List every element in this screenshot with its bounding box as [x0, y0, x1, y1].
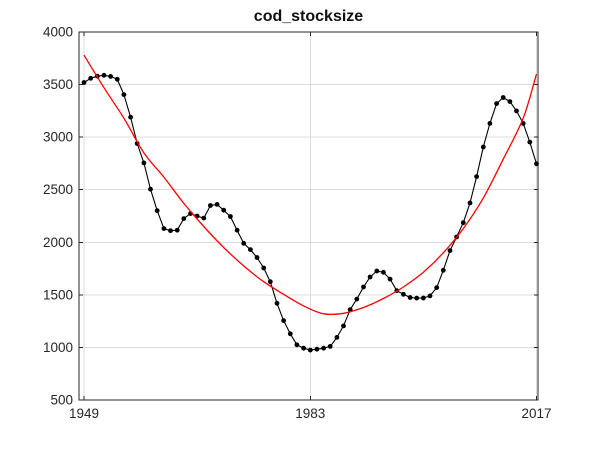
- data-point: [161, 226, 167, 232]
- data-point: [361, 284, 366, 290]
- data-point: [81, 80, 87, 85]
- data-point: [354, 296, 360, 302]
- y-tick-label-1500: 1500: [43, 287, 73, 302]
- data-point: [301, 345, 306, 351]
- data-point: [267, 279, 273, 285]
- data-point: [460, 220, 466, 226]
- data-point: [514, 108, 519, 114]
- axis-layer: [78, 31, 539, 401]
- data-point: [168, 228, 173, 234]
- data-point: [381, 269, 386, 275]
- data-point: [221, 207, 227, 213]
- data-point: [181, 216, 187, 222]
- data-point: [534, 161, 539, 167]
- data-point: [414, 295, 420, 301]
- data-point: [401, 291, 406, 297]
- data-point: [494, 101, 499, 106]
- data-point: [294, 342, 300, 348]
- data-point: [287, 331, 293, 337]
- data-point: [141, 160, 147, 166]
- data-series-layer: [81, 54, 539, 353]
- data-point: [447, 248, 453, 254]
- data-point: [274, 300, 280, 306]
- data-point: [174, 227, 180, 233]
- data-point: [108, 74, 113, 79]
- data-point: [307, 347, 313, 353]
- grid-layer: [79, 32, 538, 400]
- data-point: [487, 121, 493, 126]
- data-point: [148, 186, 153, 192]
- data-point: [434, 285, 440, 290]
- data-point: [314, 346, 320, 352]
- data-point: [128, 114, 134, 120]
- data-point: [427, 293, 433, 299]
- data-point: [474, 174, 479, 180]
- chart-title: cod_stocksize: [254, 8, 363, 25]
- data-point: [527, 139, 533, 145]
- data-point: [241, 240, 247, 246]
- data-point: [440, 267, 446, 273]
- fit-curve-line: [83, 54, 538, 316]
- y-tick-label-3500: 3500: [43, 77, 73, 92]
- y-tick-label-500: 500: [50, 393, 73, 408]
- data-point: [214, 202, 220, 207]
- data-point: [88, 75, 94, 81]
- data-point: [121, 92, 127, 97]
- data-point: [208, 203, 213, 208]
- data-point: [507, 99, 513, 104]
- data-point: [114, 76, 120, 82]
- data-point: [467, 200, 473, 206]
- data-point: [480, 144, 486, 150]
- data-point: [374, 268, 380, 274]
- data-point: [367, 274, 373, 280]
- data-point: [334, 335, 340, 340]
- data-point: [248, 247, 253, 253]
- y-tick-label-2500: 2500: [43, 182, 73, 197]
- x-tick-label-1983: 1983: [295, 406, 325, 421]
- data-point: [261, 265, 267, 271]
- x-tick-label-1949: 1949: [69, 406, 99, 421]
- data-point: [101, 72, 107, 78]
- data-point: [154, 208, 160, 214]
- x-tick-label-2017: 2017: [521, 406, 551, 421]
- data-point: [254, 255, 260, 260]
- data-point: [341, 323, 346, 329]
- y-tick-label-1000: 1000: [43, 340, 73, 355]
- plot-border: [78, 31, 539, 401]
- y-tick-label-4000: 4000: [43, 25, 73, 40]
- data-point: [407, 295, 413, 300]
- data-point: [387, 276, 393, 282]
- data-point: [421, 295, 426, 301]
- y-tick-label-2000: 2000: [43, 235, 73, 250]
- data-point: [228, 214, 233, 219]
- data-point: [500, 95, 506, 100]
- data-point: [201, 215, 207, 221]
- data-point: [321, 345, 326, 351]
- tick-label-layer: 500 1000 1500 2000 2500 3000 3500 4000 1949 1983 2…: [43, 25, 552, 422]
- data-point: [281, 318, 286, 323]
- y-tick-label-3000: 3000: [43, 130, 73, 145]
- data-point: [234, 227, 240, 233]
- data-point: [327, 344, 333, 349]
